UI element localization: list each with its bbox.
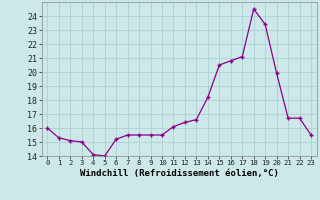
X-axis label: Windchill (Refroidissement éolien,°C): Windchill (Refroidissement éolien,°C) [80,169,279,178]
